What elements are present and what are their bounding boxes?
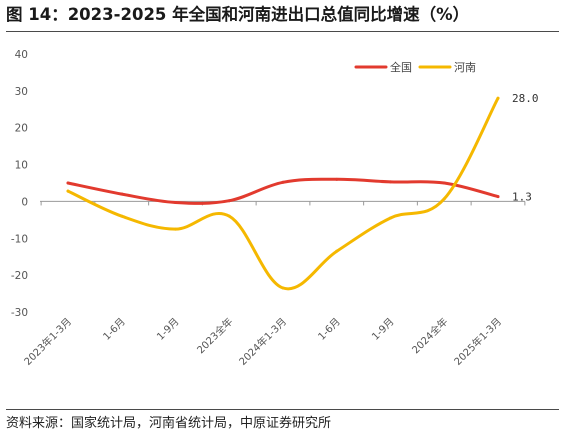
source-rule (6, 409, 559, 410)
x-tick-label: 1-6月 (101, 316, 128, 343)
series-0-point (66, 181, 70, 185)
y-tick-label: 40 (15, 49, 28, 61)
data-label: 1.3 (512, 191, 532, 204)
data-labels: 28.0 1.3 (512, 92, 539, 203)
series-1-point (227, 214, 231, 218)
series-line-1 (66, 96, 500, 291)
series-1-point (120, 214, 124, 218)
x-tick-label: 2024全年 (409, 315, 450, 356)
series-1-point (335, 249, 339, 253)
y-tick-label: -10 (11, 233, 28, 245)
y-tick-label: 30 (15, 86, 28, 98)
legend: 全国 河南 (354, 60, 476, 74)
series-1-point (442, 197, 446, 201)
y-tick-label: 20 (15, 123, 28, 135)
series-1-point (389, 216, 392, 220)
series-0-point (227, 199, 231, 203)
series-0-point (281, 180, 285, 184)
x-tick-label: 2023年1-3月 (21, 315, 74, 368)
series-0-point (496, 195, 500, 199)
series-0-point (174, 201, 177, 205)
source-note: 资料来源：国家统计局，河南省统计局，中原证券研究所 (6, 416, 332, 431)
x-tick-label: 1-9月 (370, 316, 397, 343)
series-1-point (66, 189, 70, 193)
figure-title: 图 14：2023-2025 年全国和河南进出口总值同比增速（%） (6, 5, 470, 24)
y-tick-label: -20 (11, 270, 28, 282)
x-tick-label: 1-9月 (155, 316, 182, 343)
series-1-point (496, 96, 500, 100)
series-0-point (335, 177, 339, 181)
x-axis: 2023年1-3月 1-6月 1-9月 2023全年 2024年1-3月 1-6月 1-9月… (21, 200, 526, 368)
x-tick-label: 2024年1-3月 (236, 315, 289, 368)
legend-label-1: 河南 (454, 61, 476, 74)
x-tick-label: 1-6月 (316, 316, 343, 343)
y-tick-label: 10 (15, 160, 28, 172)
series-1-point (174, 227, 177, 231)
y-tick-label: -30 (11, 307, 28, 319)
x-tick-label: 2023全年 (194, 315, 235, 356)
series-0-point (120, 192, 124, 196)
title-rule (6, 31, 559, 32)
data-label: 28.0 (512, 92, 539, 105)
series-layer (66, 96, 500, 291)
series-1-point (281, 286, 285, 290)
x-tick-label: 2025年1-3月 (451, 315, 504, 368)
series-0-point (442, 181, 446, 185)
y-axis: -30 -20 -10 0 10 20 30 40 (11, 49, 28, 319)
y-tick-label: 0 (21, 196, 28, 208)
series-0-point (389, 180, 392, 184)
legend-label-0: 全国 (390, 60, 412, 74)
